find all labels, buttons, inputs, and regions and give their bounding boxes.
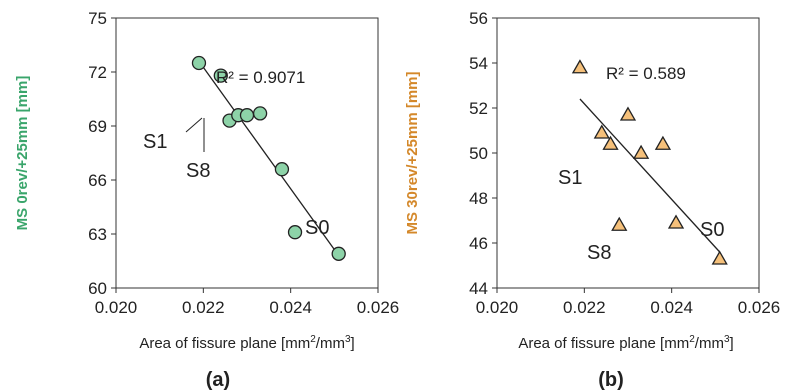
chart-b-y-tick-label: 56 (469, 9, 488, 28)
chart-b-x-tick-label: 0.024 (650, 298, 693, 317)
chart-b-caption: (b) (598, 369, 624, 391)
chart-a-y-tick-label: 69 (88, 117, 107, 136)
chart-b-x-tick-label: 0.022 (563, 298, 606, 317)
chart-b-data-point (667, 214, 685, 229)
chart-a-x-tick-label: 0.024 (269, 298, 312, 317)
chart-a: 60 63 66 69 72 75 0.020 0.022 0.024 0.026 R² = 0… (14, 9, 399, 391)
chart-b-data-point (654, 135, 672, 150)
chart-a-r2-label: R² = 0.9071 (216, 68, 305, 87)
chart-b-x-tick-label: 0.026 (738, 298, 781, 317)
chart-a-x-ticks: 0.020 0.022 0.024 0.026 (95, 288, 400, 317)
chart-a-data-point (331, 246, 346, 261)
chart-b-data-point (632, 144, 650, 159)
chart-b-data-point (619, 106, 637, 121)
chart-a-data-point (287, 225, 303, 240)
chart-a-y-tick-label: 63 (88, 225, 107, 244)
chart-a-x-axis-label: Area of fissure plane [mm2/mm3] (139, 334, 354, 352)
chart-b-x-tick-label: 0.020 (476, 298, 519, 317)
chart-b-y-tick-label: 50 (469, 144, 488, 163)
chart-a-data-point (252, 106, 268, 121)
chart-a-y-tick-label: 60 (88, 279, 107, 298)
chart-a-y-tick-label: 72 (88, 63, 107, 82)
chart-a-label-s0: S0 (305, 217, 329, 239)
chart-a-data-point (239, 108, 255, 123)
chart-b: 44 46 48 50 52 54 56 0.020 0.022 0.024 0.026 R² =… (404, 9, 780, 391)
chart-b-r2-label: R² = 0.589 (606, 64, 686, 83)
chart-b-y-tick-label: 54 (469, 54, 488, 73)
chart-a-data-point (191, 55, 207, 71)
chart-a-label-s8: S8 (186, 160, 210, 182)
chart-a-x-tick-label: 0.022 (182, 298, 225, 317)
chart-a-data-point (274, 162, 290, 177)
chart-b-y-tick-label: 44 (469, 279, 488, 298)
chart-a-s1-callout (185, 117, 203, 133)
chart-b-label-s1: S1 (558, 167, 582, 189)
chart-a-label-s1: S1 (143, 131, 167, 153)
chart-b-x-axis-label: Area of fissure plane [mm2/mm3] (518, 334, 733, 352)
chart-a-data-point (213, 68, 228, 83)
chart-b-label-s0: S0 (700, 219, 724, 241)
chart-b-label-s8: S8 (587, 242, 611, 264)
chart-b-x-ticks: 0.020 0.022 0.024 0.026 (476, 288, 781, 317)
chart-b-plot-frame (496, 17, 760, 289)
chart-b-data-point (571, 59, 589, 74)
chart-b-y-tick-label: 52 (469, 99, 488, 118)
chart-a-caption: (a) (206, 369, 230, 391)
chart-a-points (191, 55, 346, 261)
chart-b-data-point (611, 216, 628, 231)
chart-a-y-axis-label: MS 0rev/+25mm [mm] (14, 76, 31, 231)
chart-b-data-point (593, 124, 610, 139)
chart-a-x-tick-label: 0.026 (357, 298, 400, 317)
chart-b-data-point (602, 135, 619, 150)
chart-b-y-ticks: 44 46 48 50 52 54 56 (469, 9, 497, 298)
chart-a-trendline (198, 60, 340, 256)
chart-b-trendline (579, 98, 721, 253)
chart-a-y-tick-label: 66 (88, 171, 107, 190)
chart-a-x-tick-label: 0.020 (95, 298, 138, 317)
chart-b-data-point (711, 250, 728, 265)
chart-b-y-tick-label: 46 (469, 234, 488, 253)
chart-b-y-axis-label: MS 30rev/+25mm [mm] (404, 72, 421, 235)
chart-a-plot-frame (115, 17, 379, 289)
chart-a-y-ticks: 60 63 66 69 72 75 (88, 9, 116, 298)
chart-b-points (571, 59, 728, 265)
chart-b-y-tick-label: 48 (469, 189, 488, 208)
chart-a-y-tick-label: 75 (88, 9, 107, 28)
